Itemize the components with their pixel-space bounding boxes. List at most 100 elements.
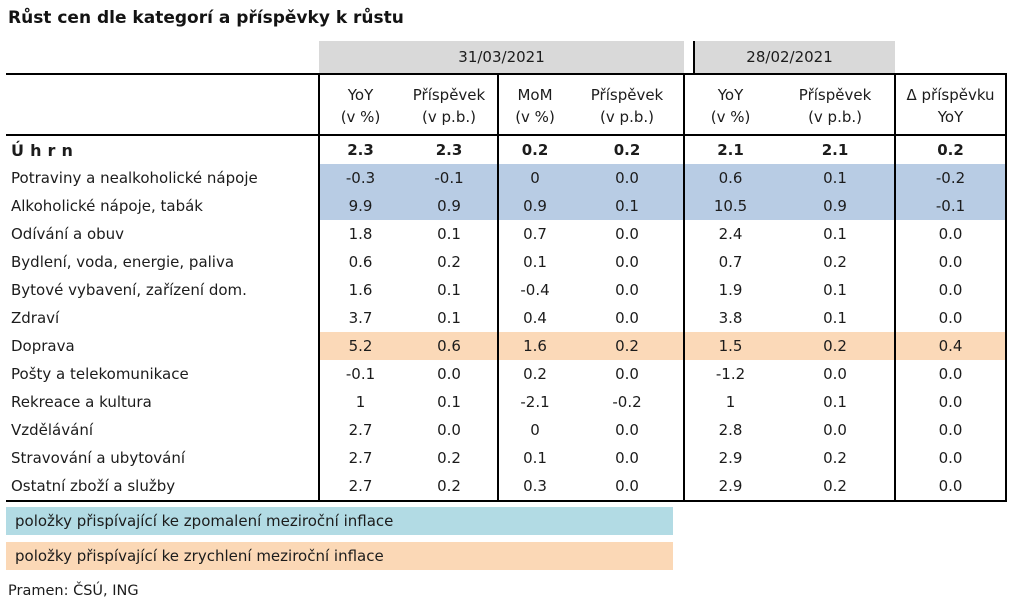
row-label: Zdraví xyxy=(11,309,60,327)
row-label: Alkoholické nápoje, tabák xyxy=(11,197,203,215)
value-cell: 0.9 xyxy=(401,192,498,220)
value-cell: -0.4 xyxy=(497,276,571,304)
value-cell: 1.6 xyxy=(318,276,401,304)
row-label: Rekreace a kultura xyxy=(11,393,152,411)
value-cell: 0.6 xyxy=(401,332,498,360)
table-row: Doprava 5.2 0.6 1.6 0.2 1.5 0.2 0.4 xyxy=(6,332,1008,360)
value-cell: 0.0 xyxy=(615,281,639,299)
col-header-mom: MoM (v %) xyxy=(497,73,571,136)
value-cell: 0.4 xyxy=(497,304,571,332)
value-cell: 1.5 xyxy=(683,332,777,360)
table-row: Odívání a obuv 1.8 0.1 0.7 0.0 2.4 0.1 0… xyxy=(6,220,1008,248)
price-growth-table: 31/03/2021 28/02/2021 YoY (v %) Příspěvek… xyxy=(6,41,1008,502)
value-cell: -2.1 xyxy=(497,388,571,416)
value-cell: 3.7 xyxy=(318,304,401,332)
legend-deceleration: položky přispívající ke zpomalení meziro… xyxy=(6,507,673,535)
value-cell: 0.0 xyxy=(894,388,1008,416)
table-row: Bydlení, voda, energie, paliva 0.6 0.2 0… xyxy=(6,248,1008,276)
value-cell: 0 xyxy=(497,164,571,192)
value-cell: 0.1 xyxy=(497,444,571,472)
value-cell: 1.6 xyxy=(497,332,571,360)
value-cell: 1.9 xyxy=(683,276,777,304)
value-cell: 0.9 xyxy=(776,192,896,220)
value-cell: 0.2 xyxy=(894,135,1008,164)
value-cell: 0.0 xyxy=(894,304,1008,332)
source-note: Pramen: ČSÚ, ING xyxy=(8,583,139,599)
col-header-yoy-2: YoY (v %) xyxy=(683,73,777,136)
value-cell: 2.9 xyxy=(683,472,777,502)
value-cell: 2.7 xyxy=(318,472,401,502)
col-header-prispevek-2: Příspěvek (v p.b.) xyxy=(571,73,685,136)
value-cell: 0.1 xyxy=(437,393,461,411)
row-label: Doprava xyxy=(11,337,75,355)
value-cell: 10.5 xyxy=(683,192,777,220)
date-band-row: 31/03/2021 28/02/2021 xyxy=(6,41,1006,74)
col-header-yoy-1: YoY (v %) xyxy=(318,73,401,136)
value-cell: 2.3 xyxy=(318,135,401,164)
value-cell: 0.0 xyxy=(571,164,685,192)
value-cell: 1.8 xyxy=(318,220,401,248)
row-label: Bytové vybavení, zařízení dom. xyxy=(11,281,247,299)
value-cell: 0.2 xyxy=(497,360,571,388)
row-label: Odívání a obuv xyxy=(11,225,125,243)
value-cell: 0.1 xyxy=(437,309,461,327)
value-cell: 0.2 xyxy=(437,253,461,271)
corner-cell xyxy=(6,41,319,74)
value-cell: 0.2 xyxy=(437,449,461,467)
value-cell: 0.1 xyxy=(823,281,847,299)
value-cell: 2.8 xyxy=(683,416,777,444)
value-cell: 2.3 xyxy=(435,141,463,159)
value-cell: 0.0 xyxy=(894,360,1008,388)
delta-band-cell xyxy=(895,41,1006,74)
value-cell: 0.7 xyxy=(497,220,571,248)
date-group-28-02-2021: 28/02/2021 xyxy=(684,41,896,74)
value-cell: 0.1 xyxy=(823,393,847,411)
value-cell: 0.0 xyxy=(894,248,1008,276)
row-label: Pošty a telekomunikace xyxy=(11,365,189,383)
value-cell: 2.7 xyxy=(318,416,401,444)
value-cell: 2.1 xyxy=(683,135,777,164)
value-cell: 2.1 xyxy=(821,141,849,159)
value-cell: 0.2 xyxy=(776,472,896,502)
value-cell: 0.2 xyxy=(823,449,847,467)
value-cell: 9.9 xyxy=(318,192,401,220)
value-cell: 0.1 xyxy=(497,248,571,276)
value-cell: 0.1 xyxy=(571,192,685,220)
value-cell: 0.0 xyxy=(615,421,639,439)
table-row: Bytové vybavení, zařízení dom. 1.6 0.1 -… xyxy=(6,276,1008,304)
value-cell: 0.0 xyxy=(823,365,847,383)
value-cell: 0.2 xyxy=(401,472,498,502)
row-label: Úhrn xyxy=(11,140,79,160)
value-cell: 0.0 xyxy=(894,220,1008,248)
value-cell: 0.6 xyxy=(318,248,401,276)
value-cell: 0.0 xyxy=(615,449,639,467)
date-group-31-03-2021: 31/03/2021 xyxy=(319,41,685,74)
value-cell: 0.9 xyxy=(497,192,571,220)
table-row: Potraviny a nealkoholické nápoje -0.3 -0… xyxy=(6,164,1008,192)
value-cell: 0.1 xyxy=(437,281,461,299)
value-cell: 0.0 xyxy=(615,365,639,383)
value-cell: 0.1 xyxy=(437,225,461,243)
value-cell: 0.2 xyxy=(776,332,896,360)
value-cell: 0.1 xyxy=(776,164,896,192)
table-row: Vzdělávání 2.7 0.0 0 0.0 2.8 0.0 0.0 xyxy=(6,416,1008,444)
value-cell: 0.0 xyxy=(894,416,1008,444)
value-cell: 0.0 xyxy=(894,472,1008,502)
legend-acceleration: položky přispívající ke zrychlení meziro… xyxy=(6,542,673,570)
value-cell: 0.4 xyxy=(894,332,1008,360)
value-cell: 0.1 xyxy=(823,309,847,327)
value-cell: 0.0 xyxy=(615,225,639,243)
value-cell: 1 xyxy=(683,388,777,416)
value-cell: 0.0 xyxy=(823,421,847,439)
value-cell: -0.1 xyxy=(318,360,401,388)
value-cell: -0.1 xyxy=(401,164,498,192)
row-label: Stravování a ubytování xyxy=(11,449,185,467)
value-cell: 0.3 xyxy=(497,472,571,502)
row-label: Ostatní zboží a služby xyxy=(6,472,319,502)
value-cell: 1 xyxy=(318,388,401,416)
value-cell: 0.0 xyxy=(437,421,461,439)
value-cell: 0.2 xyxy=(613,141,641,159)
value-cell: 5.2 xyxy=(318,332,401,360)
value-cell: 0.0 xyxy=(615,253,639,271)
